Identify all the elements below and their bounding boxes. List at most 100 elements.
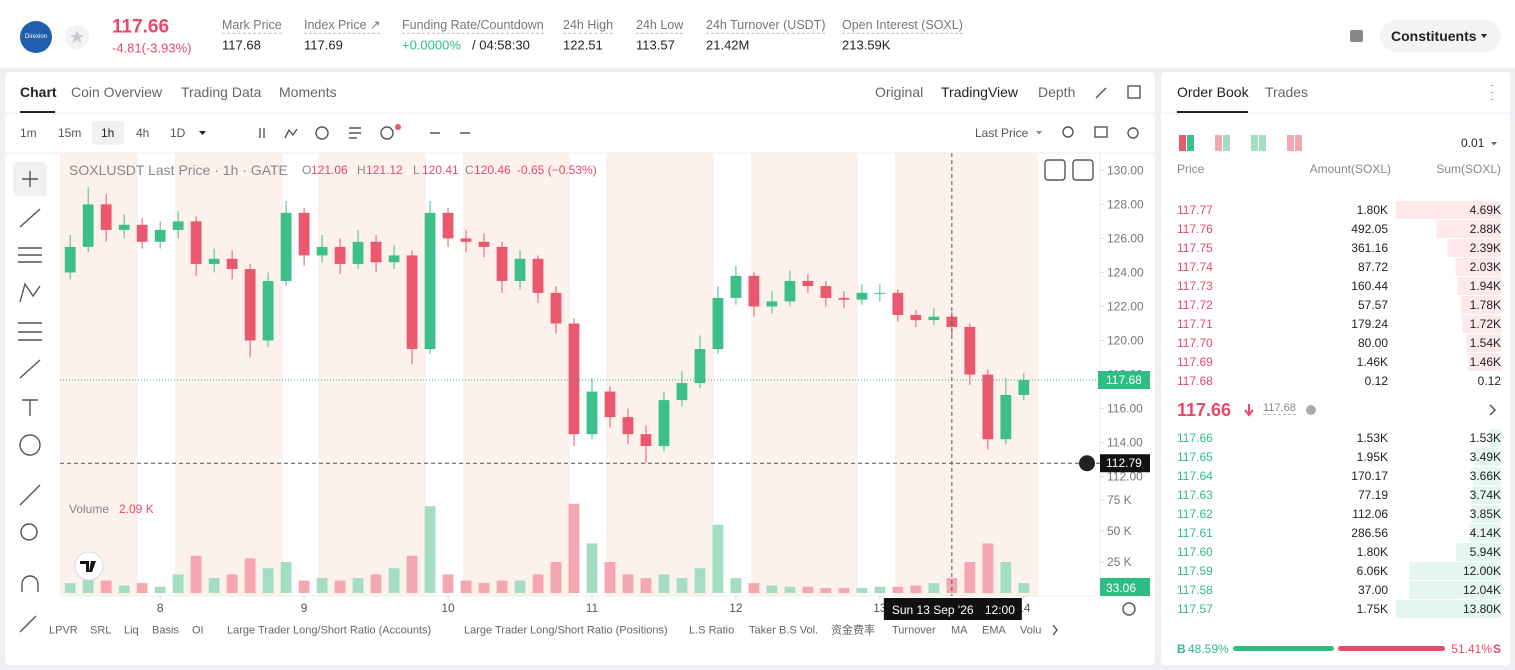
last-price: 117.66 [112, 16, 170, 38]
indicator[interactable]: Large Trader Long/Short Ratio (Positions… [464, 624, 668, 637]
depth-bar [1455, 258, 1501, 276]
stat-label: 24h Turnover (USDT) [706, 17, 826, 34]
ob-sum: 4.69K [1469, 203, 1501, 217]
legend-value: 120.46 [474, 163, 511, 177]
ob-price[interactable]: 117.57 [1177, 602, 1213, 616]
ob-price[interactable]: 117.75 [1177, 241, 1213, 255]
indicator[interactable]: Basis [152, 624, 179, 637]
ob-price[interactable]: 117.77 [1177, 203, 1213, 217]
ob-price[interactable]: 117.72 [1177, 298, 1213, 312]
view-tab[interactable]: Original [875, 84, 924, 100]
ob-sum: 5.94K [1469, 545, 1501, 559]
ob-amount: 286.56 [1351, 526, 1388, 540]
candle-body [604, 391, 616, 418]
legend-key: L [413, 163, 420, 177]
precision[interactable]: 0.01 [1461, 136, 1485, 150]
ob-sum: 13.80K [1462, 602, 1501, 616]
ob-price[interactable]: 117.61 [1177, 526, 1213, 540]
ob-price[interactable]: 117.76 [1177, 222, 1213, 236]
tab[interactable]: Coin Overview [71, 84, 163, 100]
ob-amount: 57.57 [1357, 298, 1388, 312]
tab[interactable]: Trading Data [181, 84, 262, 100]
ob-price[interactable]: 117.63 [1177, 488, 1213, 502]
indicator[interactable]: 资金费率 [831, 624, 875, 637]
indicator[interactable]: Volu [1020, 624, 1042, 637]
view-tab[interactable]: TradingView [941, 84, 1019, 100]
ob-sum: 1.46K [1469, 355, 1501, 369]
ob-price[interactable]: 117.68 [1177, 374, 1213, 388]
candle-body [118, 224, 130, 230]
volume-bar [316, 578, 328, 593]
ob-price[interactable]: 117.73 [1177, 279, 1213, 293]
volume-bar [118, 585, 130, 593]
ob-price[interactable]: 117.59 [1177, 564, 1213, 578]
volume-bar [784, 586, 796, 593]
ob-amount: 1.53K [1356, 431, 1388, 445]
ob-price[interactable]: 117.58 [1177, 583, 1213, 597]
candle-body [262, 280, 274, 341]
price-type[interactable]: Last Price [975, 126, 1029, 140]
ob-tab[interactable]: Trades [1265, 84, 1309, 100]
volume-bar [244, 558, 256, 593]
icon[interactable] [1350, 30, 1363, 42]
ob-price[interactable]: 117.64 [1177, 469, 1213, 483]
volume-title: Volume [69, 502, 110, 516]
indicator[interactable]: Liq [124, 624, 139, 637]
depth-bar [1469, 524, 1501, 542]
ob-amount: 37.00 [1357, 583, 1388, 597]
constituents-button[interactable] [1380, 20, 1501, 52]
candle-body [352, 241, 364, 264]
volume-bar [352, 578, 364, 593]
indicator[interactable]: Turnover [892, 624, 936, 637]
ob-sum: 2.03K [1469, 260, 1501, 274]
ob-amount: 1.75K [1356, 602, 1388, 616]
star-icon [70, 30, 84, 43]
stat-label: Index Price ↗ [304, 17, 381, 34]
ob-price[interactable]: 117.69 [1177, 355, 1213, 369]
interval[interactable]: 4h [136, 126, 150, 140]
volume-bar [946, 578, 958, 593]
ob-price[interactable]: 117.60 [1177, 545, 1213, 559]
volume-bar [766, 585, 778, 593]
candle-body [856, 292, 868, 300]
volume-tick-label: 50 K [1107, 524, 1132, 538]
indicator[interactable]: MA [951, 624, 968, 637]
interval[interactable]: 15m [58, 126, 82, 140]
candle-body [460, 238, 472, 242]
candle-body [622, 417, 634, 435]
interval[interactable]: 1D [170, 126, 186, 140]
tv-logo-mark [80, 561, 96, 572]
interval[interactable]: 1m [20, 126, 37, 140]
indicator[interactable]: Large Trader Long/Short Ratio (Accounts) [227, 624, 432, 637]
ob-amount: 0.12 [1364, 374, 1388, 388]
tab[interactable]: Moments [279, 84, 337, 100]
ob-price[interactable]: 117.74 [1177, 260, 1213, 274]
view-tab[interactable]: Depth [1038, 84, 1076, 100]
ob-price[interactable]: 117.65 [1177, 450, 1213, 464]
candle-body [694, 349, 706, 384]
caret [1491, 142, 1497, 146]
ob-price[interactable]: 117.62 [1177, 507, 1213, 521]
depth-bar [1461, 296, 1501, 314]
tab[interactable]: Chart [20, 84, 57, 100]
ob-tab[interactable]: Order Book [1177, 84, 1249, 100]
legend-key: O [302, 163, 312, 177]
candle-body [532, 258, 544, 293]
constituents-label[interactable]: Constituents [1391, 28, 1477, 44]
indicator[interactable]: LPVR [49, 624, 78, 637]
volume-bar [334, 580, 346, 593]
ob-sum: 0.12 [1477, 374, 1501, 388]
ob-price[interactable]: 117.71 [1177, 317, 1213, 331]
indicator[interactable]: SRL [90, 624, 112, 637]
indicator[interactable]: Taker B.S Vol. [749, 624, 819, 637]
legend-key: H [357, 163, 366, 177]
ob-price[interactable]: 117.70 [1177, 336, 1213, 350]
ob-amount: 77.19 [1357, 488, 1388, 502]
indicator[interactable]: EMA [982, 624, 1006, 637]
ob-price[interactable]: 117.66 [1177, 431, 1213, 445]
depth-bar [1472, 486, 1501, 504]
indicator[interactable]: OI [192, 624, 204, 637]
interval-selected [92, 121, 124, 145]
indicator[interactable]: L.S Ratio [689, 624, 735, 637]
interval[interactable]: 1h [101, 126, 115, 140]
